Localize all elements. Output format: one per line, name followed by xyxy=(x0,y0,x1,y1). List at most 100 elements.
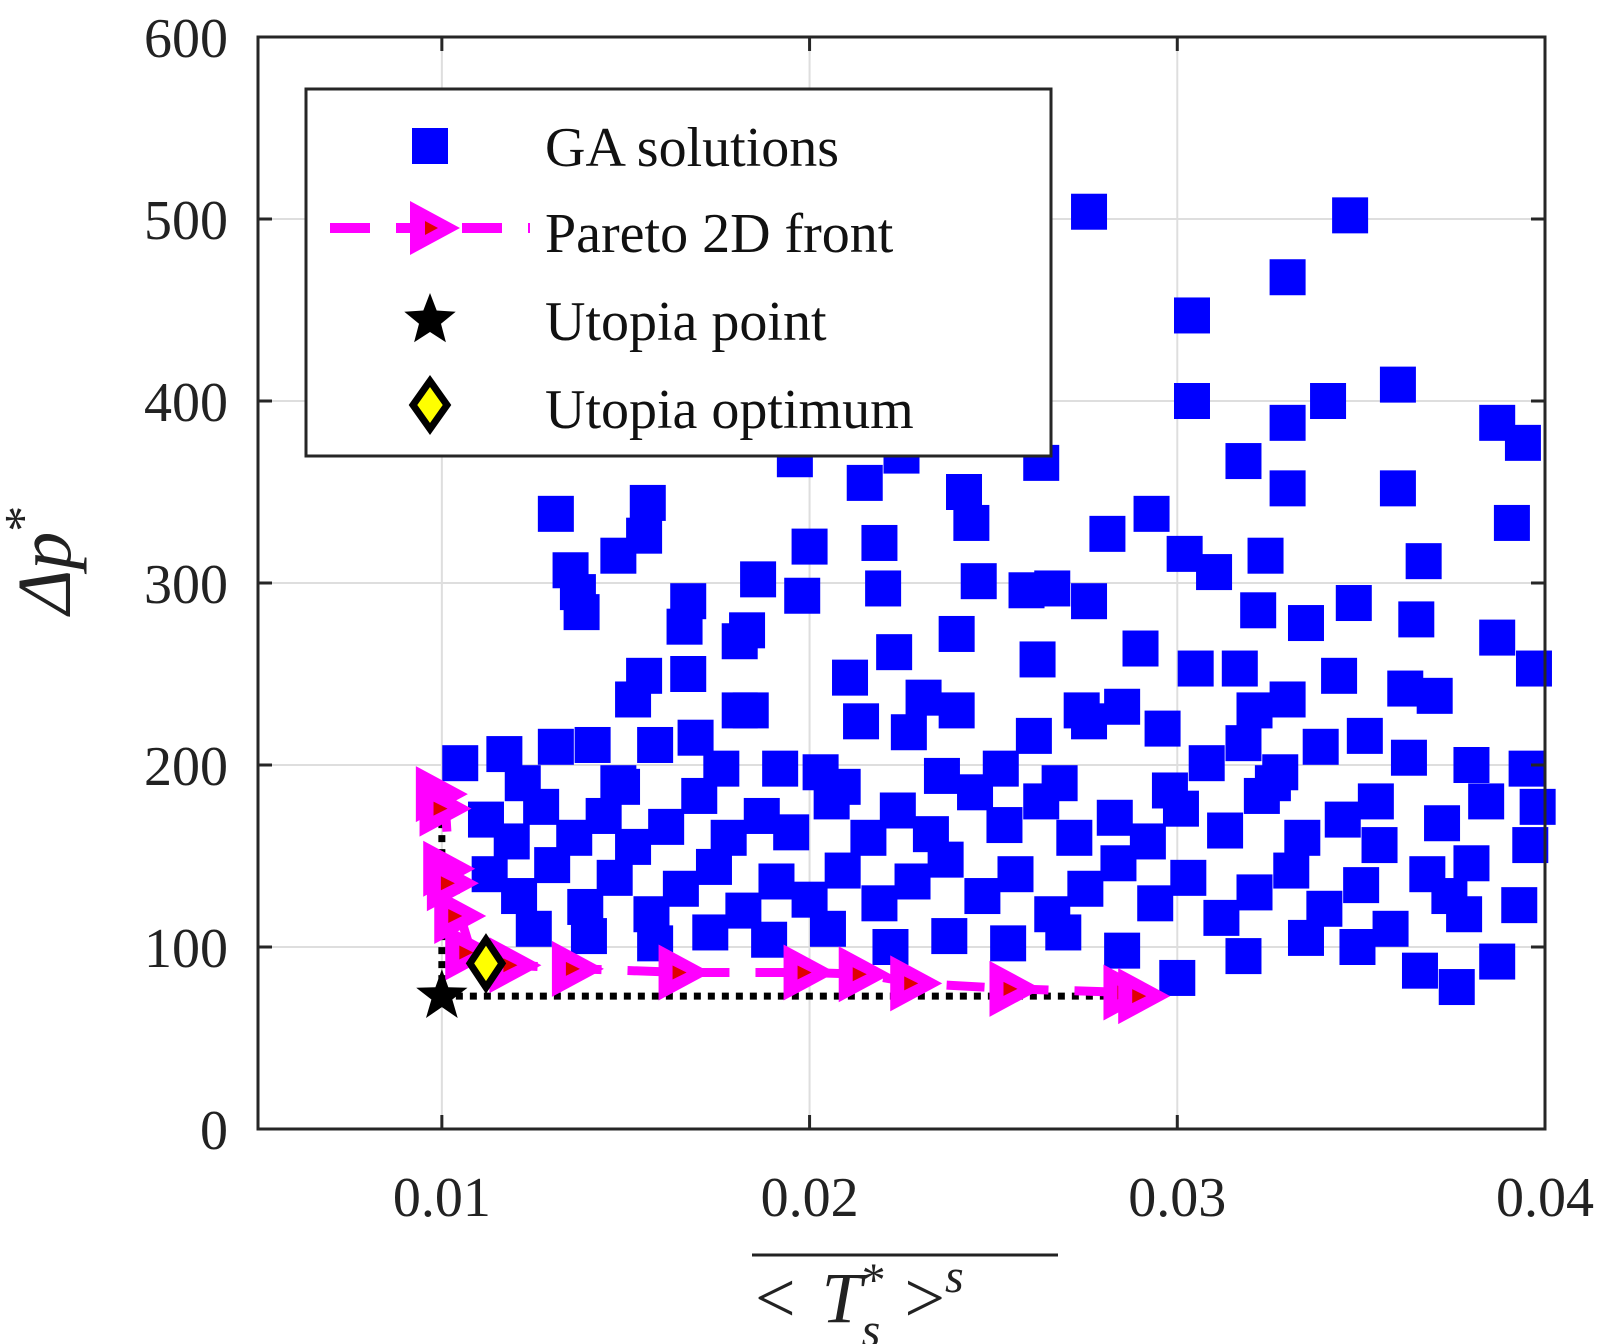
ga-solution-point xyxy=(890,714,927,751)
ga-solution-point xyxy=(1346,717,1383,754)
ga-solution-point xyxy=(1133,495,1170,532)
ga-solution-point xyxy=(493,823,530,860)
ga-solution-point xyxy=(666,608,703,645)
ga-solution-point xyxy=(1405,543,1442,580)
ga-solution-point xyxy=(1335,585,1372,622)
ga-solution-point xyxy=(1071,193,1108,230)
ga-solution-point xyxy=(648,808,685,845)
y-tick-labels: 0 100 200 300 400 500 600 xyxy=(144,8,228,1162)
ga-solution-point xyxy=(1501,887,1538,924)
ga-solution-point xyxy=(960,563,997,600)
ga-solution-point xyxy=(1287,919,1324,956)
pareto-front-series xyxy=(415,766,1171,1025)
x-label-open: < xyxy=(755,1258,814,1338)
x-label-sup: * xyxy=(862,1254,886,1307)
ga-solution-point xyxy=(1159,959,1196,996)
ga-solution-point xyxy=(534,847,571,884)
ga-solution-point xyxy=(501,878,538,915)
pareto-front-point-inner xyxy=(459,945,474,960)
ga-solution-point xyxy=(1302,728,1339,765)
x-tick-labels: 0.01 0.02 0.03 0.04 xyxy=(393,1167,1594,1229)
ga-solution-point xyxy=(1071,583,1108,620)
ga-solution-point xyxy=(1045,914,1082,951)
legend-utopia-point-marker xyxy=(404,293,456,343)
y-tick-label: 400 xyxy=(144,372,228,434)
ga-solution-point xyxy=(1207,812,1244,849)
ga-solution-point xyxy=(1269,470,1306,507)
ga-solution-point xyxy=(1379,366,1416,403)
y-tick-label: 300 xyxy=(144,554,228,616)
ga-solution-point xyxy=(1067,870,1104,907)
ga-solution-point xyxy=(758,863,795,900)
ga-solution-point xyxy=(1416,677,1453,714)
ga-solution-point xyxy=(523,788,560,825)
ga-solution-point xyxy=(442,745,479,782)
ga-solution-point xyxy=(1379,470,1416,507)
ga-solution-point xyxy=(729,612,766,649)
ga-solution-point xyxy=(703,750,740,787)
legend-utopia-optimum-marker xyxy=(408,374,452,436)
ga-solution-point xyxy=(1221,650,1258,687)
ga-solution-point xyxy=(1137,885,1174,922)
ga-solution-point xyxy=(894,863,931,900)
ga-solution-point xyxy=(1254,765,1291,802)
plot-content xyxy=(415,193,1556,1025)
ga-solution-point xyxy=(596,859,633,896)
ga-solution-point xyxy=(600,765,637,802)
ga-solution-point xyxy=(1284,819,1321,856)
ga-solution-point xyxy=(879,792,916,829)
y-axis-label: Δp* xyxy=(0,506,87,618)
ga-solution-point xyxy=(1247,537,1284,574)
ga-solution-point xyxy=(964,878,1001,915)
x-tick-label: 0.01 xyxy=(393,1167,491,1229)
svg-text:< T*s >s: < T* s >s xyxy=(755,1250,964,1344)
ga-solution-point xyxy=(1424,805,1461,842)
y-label-sup: * xyxy=(0,506,52,532)
ga-solution-point xyxy=(1401,952,1438,989)
pareto-front-point-inner xyxy=(448,909,463,924)
ga-solution-point xyxy=(957,774,994,811)
ga-solution-point xyxy=(1361,827,1398,864)
ga-solution-point xyxy=(1453,845,1490,882)
ga-solution-point xyxy=(846,464,883,501)
x-tick-label: 0.02 xyxy=(761,1167,859,1229)
ga-solution-point xyxy=(515,910,552,947)
ga-solution-point xyxy=(1324,801,1361,838)
ga-solution-point xyxy=(1041,765,1078,802)
ga-solution-point xyxy=(662,870,699,907)
ga-solution-point xyxy=(1339,929,1376,965)
ga-solution-point xyxy=(1479,619,1516,656)
ga-solution-point xyxy=(1019,641,1056,678)
ga-solution-point xyxy=(1225,938,1262,975)
ga-solution-point xyxy=(1508,750,1545,787)
ga-solution-point xyxy=(1236,692,1273,729)
ga-solution-point xyxy=(1188,745,1225,782)
ga-solution-point xyxy=(1519,788,1556,825)
ga-solution-point xyxy=(1203,899,1240,936)
ga-solutions-series xyxy=(442,193,1556,1006)
ga-solution-point xyxy=(938,692,975,729)
ga-solution-point xyxy=(600,537,637,574)
ga-solution-point xyxy=(953,504,990,541)
ga-solution-point xyxy=(927,841,964,878)
y-tick-label: 600 xyxy=(144,8,228,70)
y-tick-label: 0 xyxy=(200,1100,228,1162)
legend-pareto-label: Pareto 2D front xyxy=(545,203,894,265)
ga-solution-point xyxy=(1269,681,1306,718)
utopia-point-marker xyxy=(416,969,468,1018)
ga-solution-point xyxy=(1504,424,1541,461)
ga-solution-point xyxy=(1310,383,1347,419)
legend-utopia-optimum-label: Utopia optimum xyxy=(545,379,914,441)
ga-solution-point xyxy=(1512,827,1549,864)
ga-solution-point xyxy=(861,885,898,922)
ga-solution-point xyxy=(1321,657,1358,694)
svg-text:Δp*: Δp* xyxy=(0,506,87,618)
legend-ga-label: GA solutions xyxy=(545,117,839,179)
ga-solution-point xyxy=(990,925,1027,962)
ga-solution-point xyxy=(537,728,574,765)
x-label-sub: s xyxy=(862,1304,881,1344)
y-tick-label: 500 xyxy=(144,190,228,252)
ga-solution-point xyxy=(1372,910,1409,947)
ga-solution-point xyxy=(986,807,1023,844)
pareto-front-point-inner xyxy=(852,967,867,982)
